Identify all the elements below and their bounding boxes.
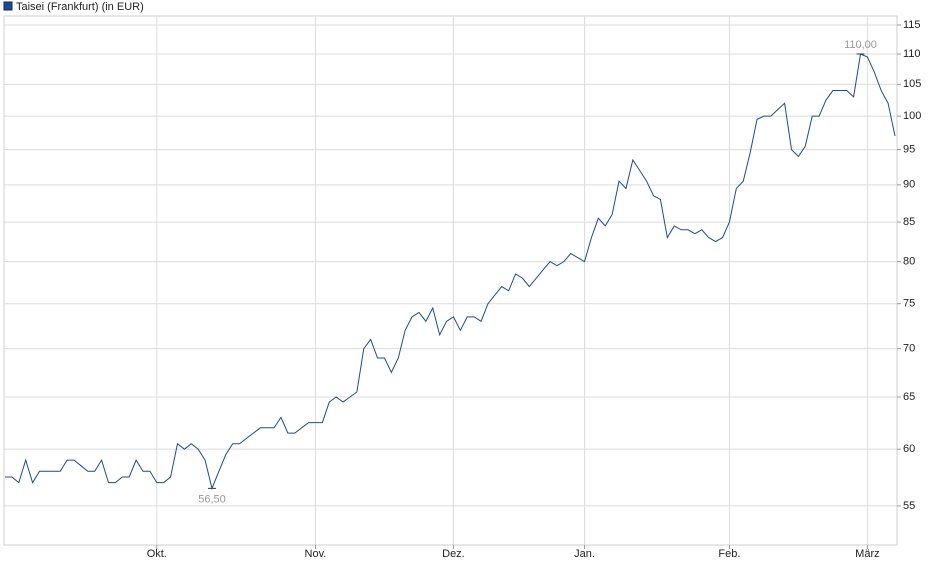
y-tick-label: 110 xyxy=(903,48,921,60)
price-line xyxy=(5,53,896,490)
plot-frame xyxy=(3,15,898,546)
y-tick-label: 70 xyxy=(903,343,915,355)
value-label: 110,00 xyxy=(844,39,877,51)
y-tick-label: 55 xyxy=(903,500,915,512)
x-tick-label: Feb. xyxy=(718,548,740,560)
y-tick-label: 85 xyxy=(903,216,915,228)
x-tick-label: Dez. xyxy=(442,548,465,560)
y-tick-label: 65 xyxy=(903,391,915,403)
x-tick-label: Okt. xyxy=(147,548,167,560)
legend-label: Taisei (Frankfurt) (in EUR) xyxy=(16,1,144,13)
y-tick-label: 105 xyxy=(903,78,921,90)
y-tick-label: 60 xyxy=(903,443,915,455)
x-tick-label: Nov. xyxy=(305,548,327,560)
y-tick-label: 100 xyxy=(903,110,921,122)
y-tick-label: 80 xyxy=(903,256,915,268)
y-tick-label: 90 xyxy=(903,179,915,191)
x-tick-label: Jan. xyxy=(574,548,595,560)
y-tick-label: 95 xyxy=(903,143,915,155)
value-label: 56,50 xyxy=(198,493,226,505)
x-tick-label: März xyxy=(855,548,879,560)
y-tick-label: 115 xyxy=(903,19,921,31)
legend-swatch xyxy=(3,1,13,11)
y-tick-label: 75 xyxy=(903,298,915,310)
